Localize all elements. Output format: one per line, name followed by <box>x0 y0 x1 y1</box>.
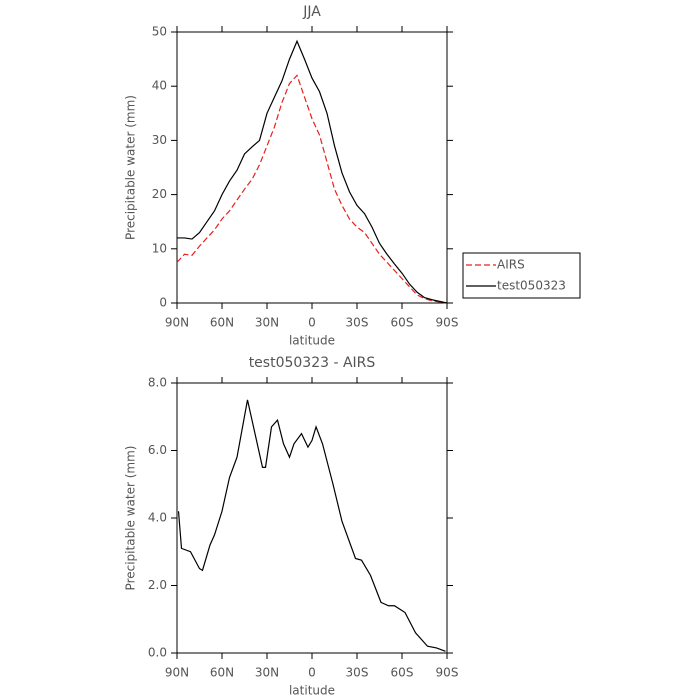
x-tick-label: 90N <box>165 666 189 680</box>
legend-box <box>462 252 581 299</box>
data-line <box>176 74 448 304</box>
y-tick-label: 4.0 <box>148 511 167 525</box>
x-tick-label: 60S <box>391 316 414 330</box>
legend-label: AIRS <box>497 258 525 272</box>
plot-frame <box>176 31 448 304</box>
y-axis-label: Precipitable water (mm) <box>124 95 138 240</box>
chart-title: test050323 - AIRS <box>249 355 376 371</box>
x-tick-label: 90S <box>436 666 459 680</box>
y-tick-label: 8.0 <box>148 376 167 390</box>
y-tick-label: 20 <box>152 187 167 201</box>
legend-label: test050323 <box>497 279 566 293</box>
x-tick-label: 60S <box>391 666 414 680</box>
y-tick-label: 0 <box>159 296 167 310</box>
y-tick-label: 0.0 <box>148 646 167 660</box>
y-tick-label: 2.0 <box>148 578 167 592</box>
y-tick-label: 30 <box>152 133 167 147</box>
chart-title: JJA <box>302 4 321 20</box>
x-tick-label: 30S <box>346 666 369 680</box>
x-axis-label: latitude <box>289 684 335 698</box>
y-tick-label: 10 <box>152 241 167 255</box>
x-axis-label: latitude <box>289 334 335 348</box>
y-tick-label: 6.0 <box>148 443 167 457</box>
x-tick-label: 0 <box>308 666 316 680</box>
x-tick-label: 0 <box>308 316 316 330</box>
x-tick-label: 60N <box>210 316 234 330</box>
y-tick-label: 50 <box>152 25 167 39</box>
data-line <box>177 39 448 304</box>
data-line <box>177 399 446 652</box>
plot-frame <box>176 382 448 654</box>
x-tick-label: 60N <box>210 666 234 680</box>
y-axis-label: Precipitable water (mm) <box>124 446 138 591</box>
x-tick-label: 30S <box>346 316 369 330</box>
y-tick-label: 40 <box>152 79 167 93</box>
x-tick-label: 30N <box>255 316 279 330</box>
x-tick-label: 30N <box>255 666 279 680</box>
x-tick-label: 90S <box>436 316 459 330</box>
x-tick-label: 90N <box>165 316 189 330</box>
